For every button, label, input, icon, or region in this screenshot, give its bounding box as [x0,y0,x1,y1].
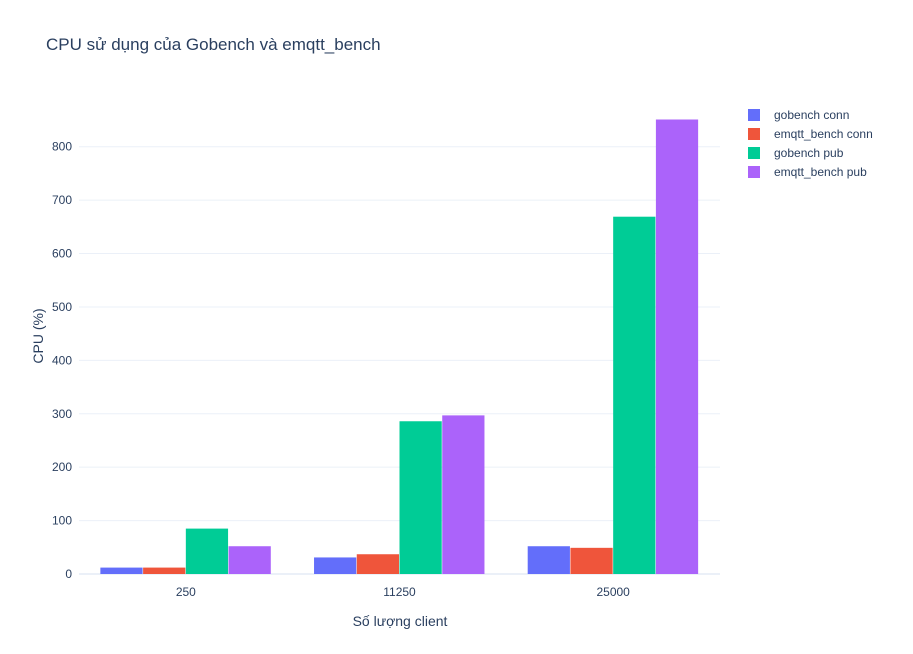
bars [100,119,699,575]
y-tick-label: 0 [65,567,72,581]
y-tick-label: 700 [52,193,72,207]
y-tick-label: 600 [52,247,72,261]
y-tick-label: 500 [52,300,72,314]
y-tick-label: 800 [52,140,72,154]
legend-label[interactable]: gobench pub [774,146,844,160]
bar-emqtt_bench-pub-250[interactable] [228,546,271,574]
y-axis-ticks: 0 100 200 300 400 500 600 700 800 [52,140,72,581]
bar-gobench-conn-250[interactable] [100,567,143,574]
legend-label[interactable]: gobench conn [774,108,849,122]
y-tick-label: 200 [52,460,72,474]
bar-gobench-pub-25000[interactable] [613,216,656,575]
x-axis-ticks: 250 11250 25000 [176,585,630,599]
bar-gobench-pub-11250[interactable] [399,421,442,574]
chart-title: CPU sử dụng của Gobench và emqtt_bench [46,35,381,54]
bar-gobench-conn-11250[interactable] [314,557,357,574]
bar-emqtt_bench-conn-250[interactable] [143,567,186,574]
legend-swatch [748,166,760,178]
legend-label[interactable]: emqtt_bench pub [774,165,867,179]
legend-swatch [748,128,760,140]
y-tick-label: 300 [52,407,72,421]
legend-label[interactable]: emqtt_bench conn [774,127,873,141]
y-tick-label: 100 [52,514,72,528]
bar-gobench-conn-25000[interactable] [527,546,570,574]
x-tick-label: 11250 [383,585,416,599]
x-axis-title: Số lượng client [353,613,448,629]
legend-swatch [748,109,760,121]
y-tick-label: 400 [52,353,72,367]
bar-emqtt_bench-conn-25000[interactable] [570,547,613,574]
bar-emqtt_bench-pub-11250[interactable] [442,415,485,574]
bar-emqtt_bench-pub-25000[interactable] [655,119,699,574]
legend-swatch [748,147,760,159]
legend[interactable]: gobench conn emqtt_bench conn gobench pub e… [748,108,873,179]
x-tick-label: 250 [176,585,196,599]
y-axis-title: CPU (%) [30,308,46,363]
bar-emqtt_bench-conn-11250[interactable] [356,554,399,574]
x-tick-label: 25000 [596,585,630,599]
bar-gobench-pub-250[interactable] [185,528,229,574]
